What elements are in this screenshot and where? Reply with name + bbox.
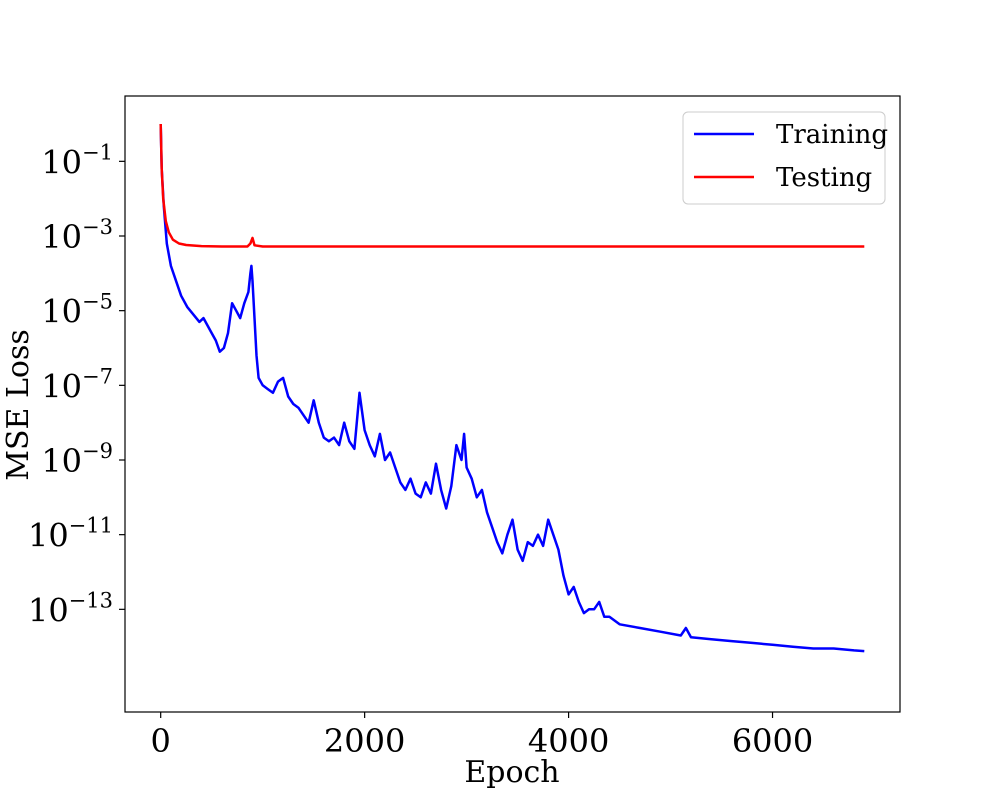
y-axis: 10−1 10−3 10−5 10−7 10−9 10−11 10−13 <box>28 140 125 629</box>
legend-label-training: Training <box>776 120 888 150</box>
x-tick-label: 0 <box>151 722 171 760</box>
y-tick-label: 10−3 <box>41 215 113 256</box>
series-line-testing <box>159 123 865 248</box>
series-line-training <box>159 123 865 653</box>
x-tick-label: 2000 <box>324 722 405 760</box>
y-tick-label: 10−1 <box>41 140 113 181</box>
plot-frame <box>124 95 901 713</box>
y-tick-label: 10−7 <box>41 364 113 405</box>
x-tick-label: 4000 <box>528 722 609 760</box>
y-tick-label: 10−5 <box>41 290 113 331</box>
x-axis-label: Epoch <box>464 755 559 790</box>
y-tick-label: 10−11 <box>28 514 113 555</box>
y-tick-label: 10−9 <box>41 439 113 480</box>
y-axis-label: MSE Loss <box>1 329 36 480</box>
series-layer <box>159 123 865 653</box>
x-axis: 0 2000 4000 6000 <box>151 712 813 760</box>
y-tick-label: 10−13 <box>28 588 113 629</box>
legend: Training Testing <box>682 111 888 205</box>
legend-label-testing: Testing <box>776 163 872 193</box>
x-tick-label: 6000 <box>732 722 813 760</box>
